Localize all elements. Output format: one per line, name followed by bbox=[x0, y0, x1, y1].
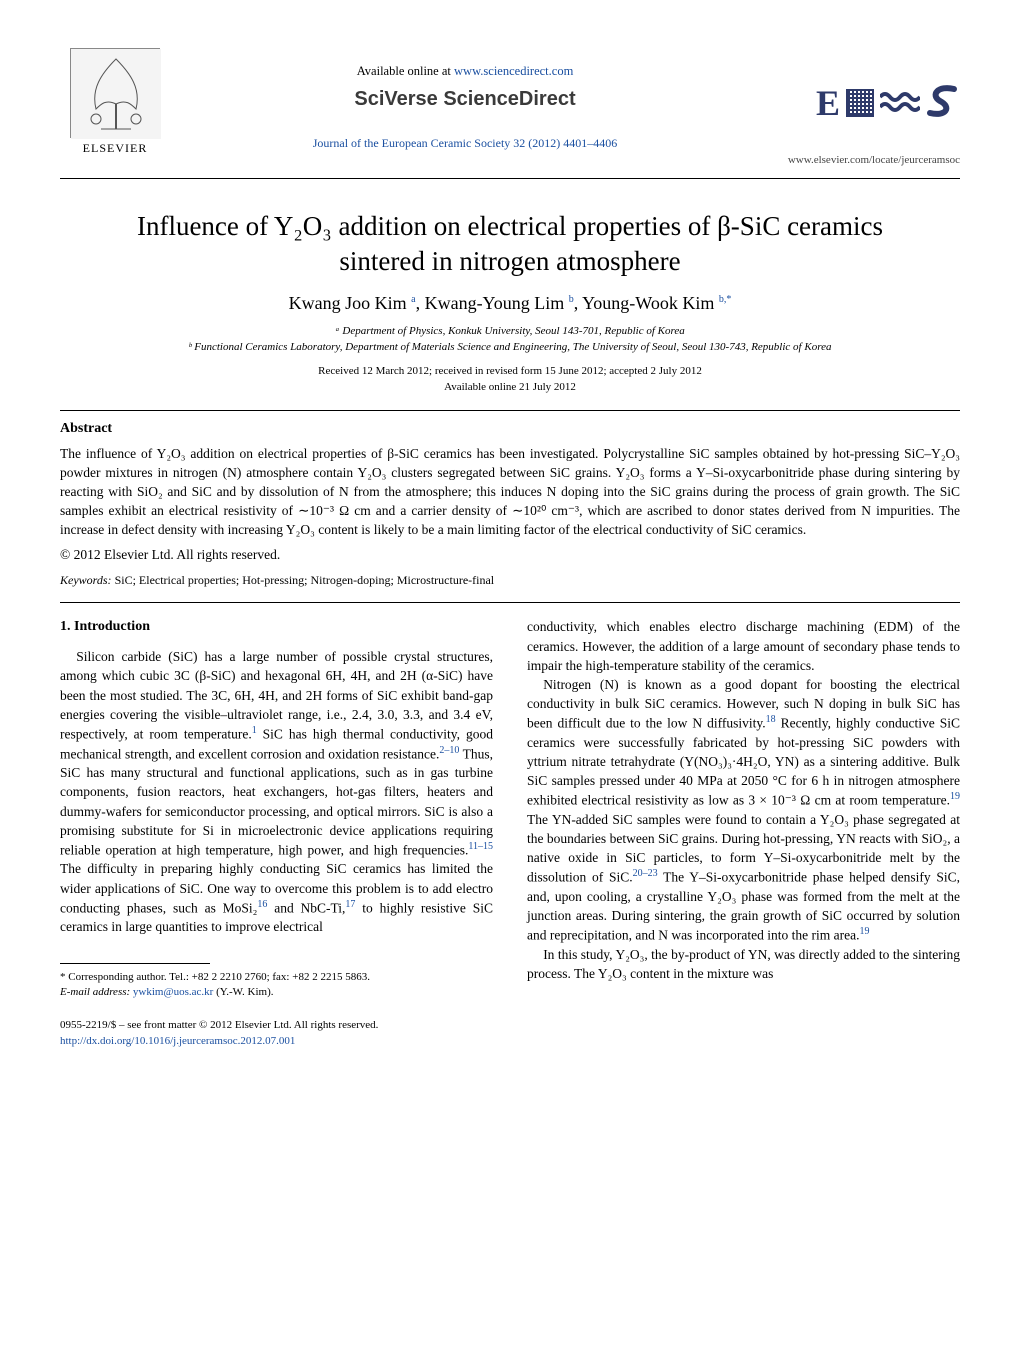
qr-icon bbox=[846, 89, 874, 117]
dates-line-1: Received 12 March 2012; received in revi… bbox=[60, 364, 960, 380]
email-suffix: (Y.-W. Kim). bbox=[213, 986, 273, 998]
authors: Kwang Joo Kim a, Kwang-Young Lim b, Youn… bbox=[60, 293, 960, 314]
column-left: 1. Introduction Silicon carbide (SiC) ha… bbox=[60, 617, 493, 1000]
locate-url[interactable]: www.elsevier.com/locate/jeurceramsoc bbox=[760, 154, 960, 166]
footnote-rule bbox=[60, 963, 210, 964]
elsevier-tree-icon bbox=[70, 48, 160, 138]
email-link[interactable]: ywkim@uos.ac.kr bbox=[133, 986, 213, 998]
column-right: conductivity, which enables electro disc… bbox=[527, 617, 960, 1000]
platform-logo: SciVerse ScienceDirect bbox=[170, 85, 760, 118]
doi-link[interactable]: http://dx.doi.org/10.1016/j.jeurceramsoc… bbox=[60, 1035, 295, 1047]
society-logo: E bbox=[760, 82, 960, 124]
wave-icon bbox=[880, 89, 920, 117]
publisher-block: ELSEVIER bbox=[60, 48, 170, 156]
center-header: Available online at www.sciencedirect.co… bbox=[170, 48, 760, 151]
corresponding-mark[interactable]: * bbox=[726, 293, 731, 313]
header-row: ELSEVIER Available online at www.science… bbox=[60, 48, 960, 166]
keywords-list: SiC; Electrical properties; Hot-pressing… bbox=[112, 573, 495, 587]
author-2-aff[interactable]: b bbox=[569, 293, 574, 313]
keywords-label: Keywords: bbox=[60, 573, 112, 587]
dates-line-2: Available online 21 July 2012 bbox=[60, 380, 960, 396]
author-3: Young-Wook Kim bbox=[582, 293, 714, 313]
body-columns: 1. Introduction Silicon carbide (SiC) ha… bbox=[60, 617, 960, 1000]
col2-paragraph-2: Nitrogen (N) is known as a good dopant f… bbox=[527, 675, 960, 945]
rule-top bbox=[60, 178, 960, 179]
ref-16[interactable]: 16 bbox=[257, 899, 267, 910]
intro-paragraph-1: Silicon carbide (SiC) has a large number… bbox=[60, 647, 493, 936]
affiliation-a: ᵃ Department of Physics, Konkuk Universi… bbox=[60, 324, 960, 340]
p1-seg-e: and NbC-Ti, bbox=[267, 900, 345, 915]
ref-20-23[interactable]: 20–23 bbox=[633, 868, 658, 879]
rule-before-abstract bbox=[60, 410, 960, 411]
ref-2-10[interactable]: 2–10 bbox=[439, 745, 459, 756]
ref-19b[interactable]: 19 bbox=[860, 926, 870, 937]
author-1-aff[interactable]: a bbox=[411, 293, 415, 313]
section-1-heading: 1. Introduction bbox=[60, 617, 493, 637]
society-letter-e: E bbox=[816, 82, 840, 124]
page-root: ELSEVIER Available online at www.science… bbox=[0, 0, 1020, 1089]
corresponding-footnote: * Corresponding author. Tel.: +82 2 2210… bbox=[60, 970, 493, 1001]
article-title: Influence of Y₂O₃ addition on electrical… bbox=[100, 209, 920, 279]
email-label: E-mail address: bbox=[60, 986, 133, 998]
rule-after-abstract bbox=[60, 602, 960, 603]
col2-paragraph-1: conductivity, which enables electro disc… bbox=[527, 617, 960, 674]
corr-tel-fax: * Corresponding author. Tel.: +82 2 2210… bbox=[60, 970, 493, 985]
affiliations: ᵃ Department of Physics, Konkuk Universi… bbox=[60, 324, 960, 356]
col2-paragraph-3: In this study, Y₂O₃, the by-product of Y… bbox=[527, 945, 960, 983]
available-prefix: Available online at bbox=[357, 64, 454, 78]
sciencedirect-link[interactable]: www.sciencedirect.com bbox=[454, 64, 573, 78]
article-dates: Received 12 March 2012; received in revi… bbox=[60, 364, 960, 396]
publisher-name: ELSEVIER bbox=[83, 141, 148, 156]
available-online: Available online at www.sciencedirect.co… bbox=[170, 64, 760, 79]
ref-19a[interactable]: 19 bbox=[950, 791, 960, 802]
affiliation-b: ᵇ Functional Ceramics Laboratory, Depart… bbox=[60, 340, 960, 356]
journal-reference[interactable]: Journal of the European Ceramic Society … bbox=[170, 136, 760, 151]
footer-meta: 0955-2219/$ – see front matter © 2012 El… bbox=[60, 1018, 960, 1049]
title-line-2: sintered in nitrogen atmosphere bbox=[339, 246, 680, 276]
svg-text:SciVerse ScienceDirect: SciVerse ScienceDirect bbox=[354, 88, 576, 110]
author-2: Kwang-Young Lim bbox=[425, 293, 565, 313]
author-1: Kwang Joo Kim bbox=[289, 293, 407, 313]
ref-11-15[interactable]: 11–15 bbox=[468, 841, 493, 852]
abstract-body: The influence of Y₂O₃ addition on electr… bbox=[60, 445, 960, 539]
journal-reference-link[interactable]: Journal of the European Ceramic Society … bbox=[313, 136, 618, 150]
abstract-heading: Abstract bbox=[60, 421, 960, 437]
issn-line: 0955-2219/$ – see front matter © 2012 El… bbox=[60, 1018, 960, 1033]
right-header: E www.elsevier.com/locate/jeurceramsoc bbox=[760, 48, 960, 166]
ref-17[interactable]: 17 bbox=[345, 899, 355, 910]
ref-18[interactable]: 18 bbox=[766, 714, 776, 725]
corr-email-line: E-mail address: ywkim@uos.ac.kr (Y.-W. K… bbox=[60, 985, 493, 1000]
keywords: Keywords: SiC; Electrical properties; Ho… bbox=[60, 573, 960, 588]
curved-s-icon bbox=[926, 83, 960, 124]
title-line-1: Influence of Y₂O₃ addition on electrical… bbox=[137, 211, 883, 241]
abstract-copyright: © 2012 Elsevier Ltd. All rights reserved… bbox=[60, 547, 960, 563]
p1-seg-c: Thus, SiC has many structural and functi… bbox=[60, 746, 493, 857]
